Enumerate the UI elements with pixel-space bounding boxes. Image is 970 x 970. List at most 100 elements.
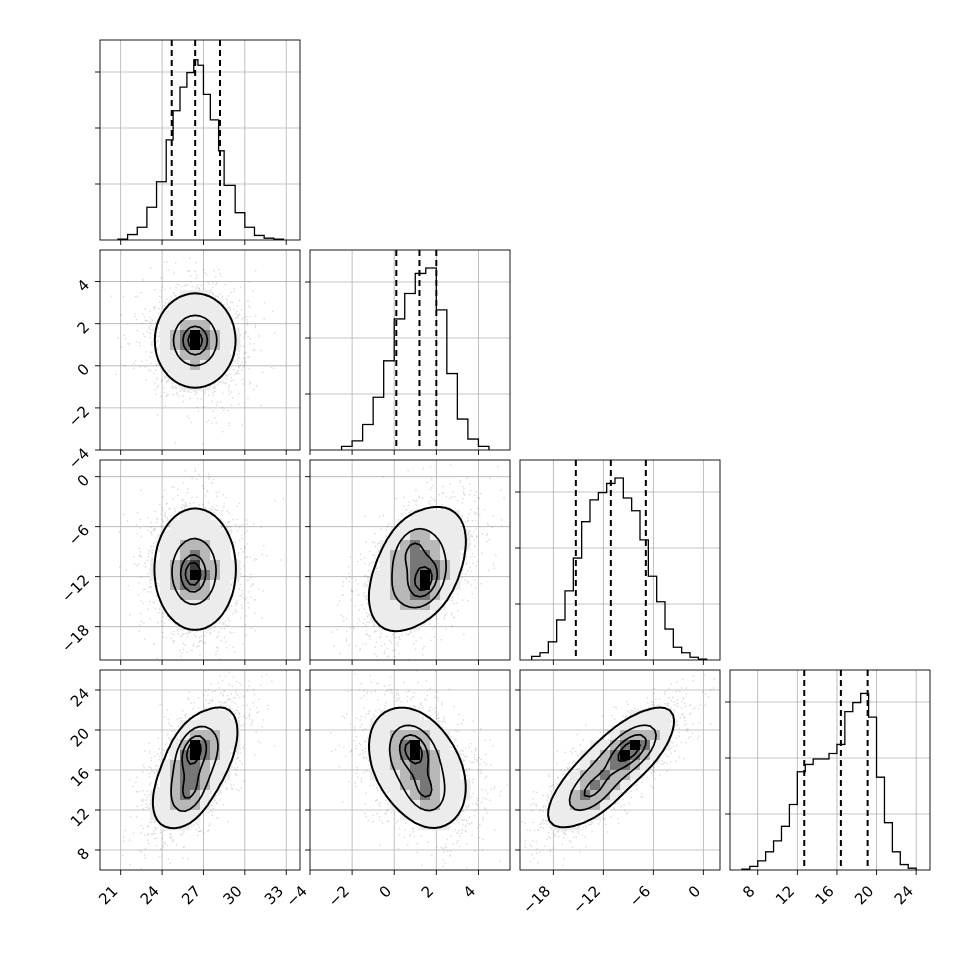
density-cell — [440, 790, 451, 801]
density-cell — [590, 770, 601, 781]
density-cell — [170, 600, 181, 611]
density-cell — [640, 750, 651, 761]
density-cell — [380, 590, 391, 601]
density-cell — [450, 570, 461, 581]
density-cell — [190, 750, 201, 761]
density-cell — [550, 790, 561, 801]
density-cell — [210, 520, 221, 531]
density-cell — [400, 730, 411, 741]
density-cell — [220, 710, 231, 721]
density-cell — [440, 760, 451, 771]
density-cell — [420, 750, 431, 761]
density-cell — [620, 720, 631, 731]
density-cell — [370, 720, 381, 731]
density-cell — [160, 310, 171, 321]
density-cell — [400, 580, 411, 591]
density-cell — [440, 510, 451, 521]
density-contour — [547, 706, 675, 829]
density-cell — [450, 560, 461, 571]
density-cell — [160, 330, 171, 341]
density-cell — [170, 360, 181, 371]
density-cell — [160, 570, 171, 581]
density-cell — [570, 810, 581, 821]
density-cell — [160, 550, 171, 561]
density-cell — [160, 560, 171, 571]
density-cell — [410, 720, 421, 731]
density-cell — [180, 750, 191, 761]
density-cell — [170, 810, 181, 821]
density-cell — [380, 730, 391, 741]
density-cell — [160, 360, 171, 371]
density-cell — [420, 550, 431, 561]
density-cell — [560, 800, 571, 811]
density-cell — [400, 540, 411, 551]
density-cell — [420, 820, 431, 831]
density-cell — [390, 540, 401, 551]
density-cell — [420, 780, 431, 791]
density-cell — [640, 760, 651, 771]
density-cell — [390, 580, 401, 591]
density-cell — [400, 560, 411, 571]
density-cell — [170, 570, 181, 581]
density-cell — [160, 340, 171, 351]
density-cell — [180, 800, 191, 811]
density-cell — [160, 800, 171, 811]
density-cell — [170, 520, 181, 531]
density-cell — [180, 540, 191, 551]
density-contour — [172, 314, 218, 367]
density-cell — [220, 750, 231, 761]
density-contour — [391, 527, 447, 609]
density-cell — [410, 710, 421, 721]
density-cell — [420, 720, 431, 731]
density-cell — [450, 530, 461, 541]
density-cell — [210, 780, 221, 791]
histogram-step-line — [531, 477, 708, 660]
density-cell — [400, 770, 411, 781]
density-cell — [200, 590, 211, 601]
density-cell — [220, 350, 231, 361]
density-cell — [210, 530, 221, 541]
density-cell — [160, 580, 171, 591]
density-cell — [390, 710, 401, 721]
density-cell — [190, 720, 201, 731]
density-cell — [190, 520, 201, 531]
density-cell — [400, 520, 411, 531]
density-cell — [410, 530, 421, 541]
density-cell — [200, 340, 211, 351]
density-cell — [180, 310, 191, 321]
density-contour — [398, 734, 433, 798]
density-cell — [440, 750, 451, 761]
density-cell — [630, 720, 641, 731]
density-cell — [400, 590, 411, 601]
density-cell — [190, 540, 201, 551]
density-cell — [180, 530, 191, 541]
density-cell — [630, 750, 641, 761]
density-cell — [200, 550, 211, 561]
density-cell — [400, 620, 411, 631]
density-cell — [220, 590, 231, 601]
density-cell — [590, 750, 601, 761]
density-cell — [190, 510, 201, 521]
density-cell — [380, 620, 391, 631]
density-cell — [160, 780, 171, 791]
density-cell — [410, 550, 421, 561]
density-cell — [440, 590, 451, 601]
density-cell — [220, 310, 231, 321]
panel-frame — [99, 249, 301, 451]
density-cell — [590, 810, 601, 821]
density-cell — [600, 800, 611, 811]
density-cell — [210, 720, 221, 731]
density-cell — [210, 610, 221, 621]
density-cell — [200, 300, 211, 311]
density-cell — [610, 750, 621, 761]
panel-frame — [309, 459, 511, 661]
density-cell — [400, 570, 411, 581]
density-cell — [160, 820, 171, 831]
density-cell — [180, 580, 191, 591]
density-cell — [170, 320, 181, 331]
density-cell — [170, 370, 181, 381]
density-cell — [430, 770, 441, 781]
density-cell — [210, 330, 221, 341]
density-cell — [620, 760, 631, 771]
density-cell — [450, 750, 461, 761]
